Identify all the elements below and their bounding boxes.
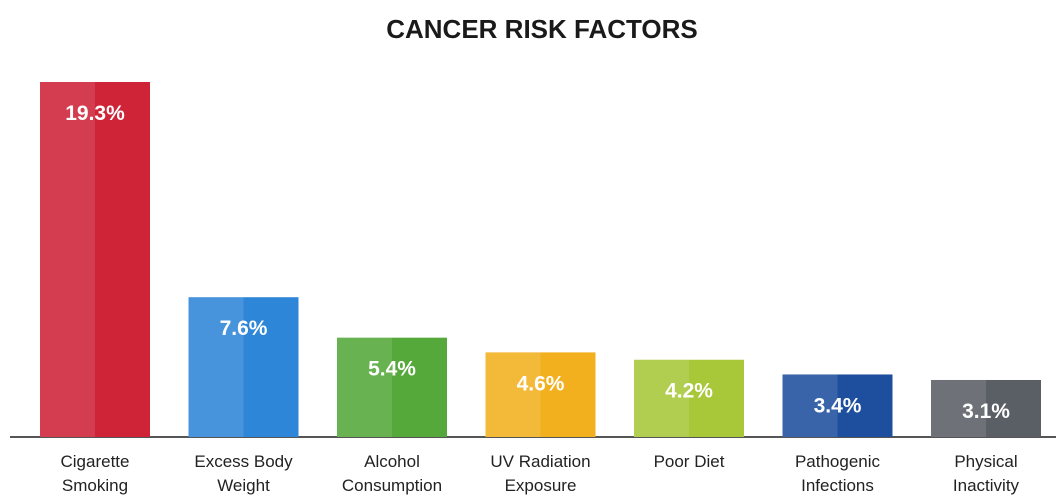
value-label: 19.3%: [65, 102, 125, 125]
value-label: 4.6%: [517, 372, 565, 395]
bar-shade: [337, 337, 392, 437]
bar: [634, 359, 744, 437]
bar-shade: [485, 352, 541, 437]
value-label: 3.1%: [962, 400, 1010, 423]
value-label: 3.4%: [814, 394, 862, 417]
bar: [188, 297, 299, 437]
bar-shade: [188, 297, 244, 437]
chart-title: CANCER RISK FACTORS: [386, 14, 698, 44]
category-label: Pathogenic Infections: [794, 452, 881, 495]
bar: [931, 379, 1041, 437]
bar: [337, 337, 447, 437]
bar-shade: [782, 374, 838, 437]
bar-shade: [931, 379, 986, 437]
category-label: Physical Inactivity: [952, 452, 1020, 495]
bar-shade: [40, 82, 95, 437]
bar: [782, 374, 893, 437]
bar: [40, 82, 150, 437]
category-label: Poor Diet: [653, 452, 725, 471]
category-label: Alcohol Consumption: [341, 452, 443, 495]
category-label: Excess Body Weight: [194, 452, 293, 495]
bar-shade: [634, 359, 689, 437]
category-label: Cigarette Smoking: [60, 452, 130, 495]
value-label: 5.4%: [368, 358, 416, 381]
category-label: UV Radiation Exposure: [490, 452, 591, 495]
value-label: 4.2%: [665, 380, 713, 403]
bar: [485, 352, 596, 437]
value-label: 7.6%: [220, 317, 268, 340]
